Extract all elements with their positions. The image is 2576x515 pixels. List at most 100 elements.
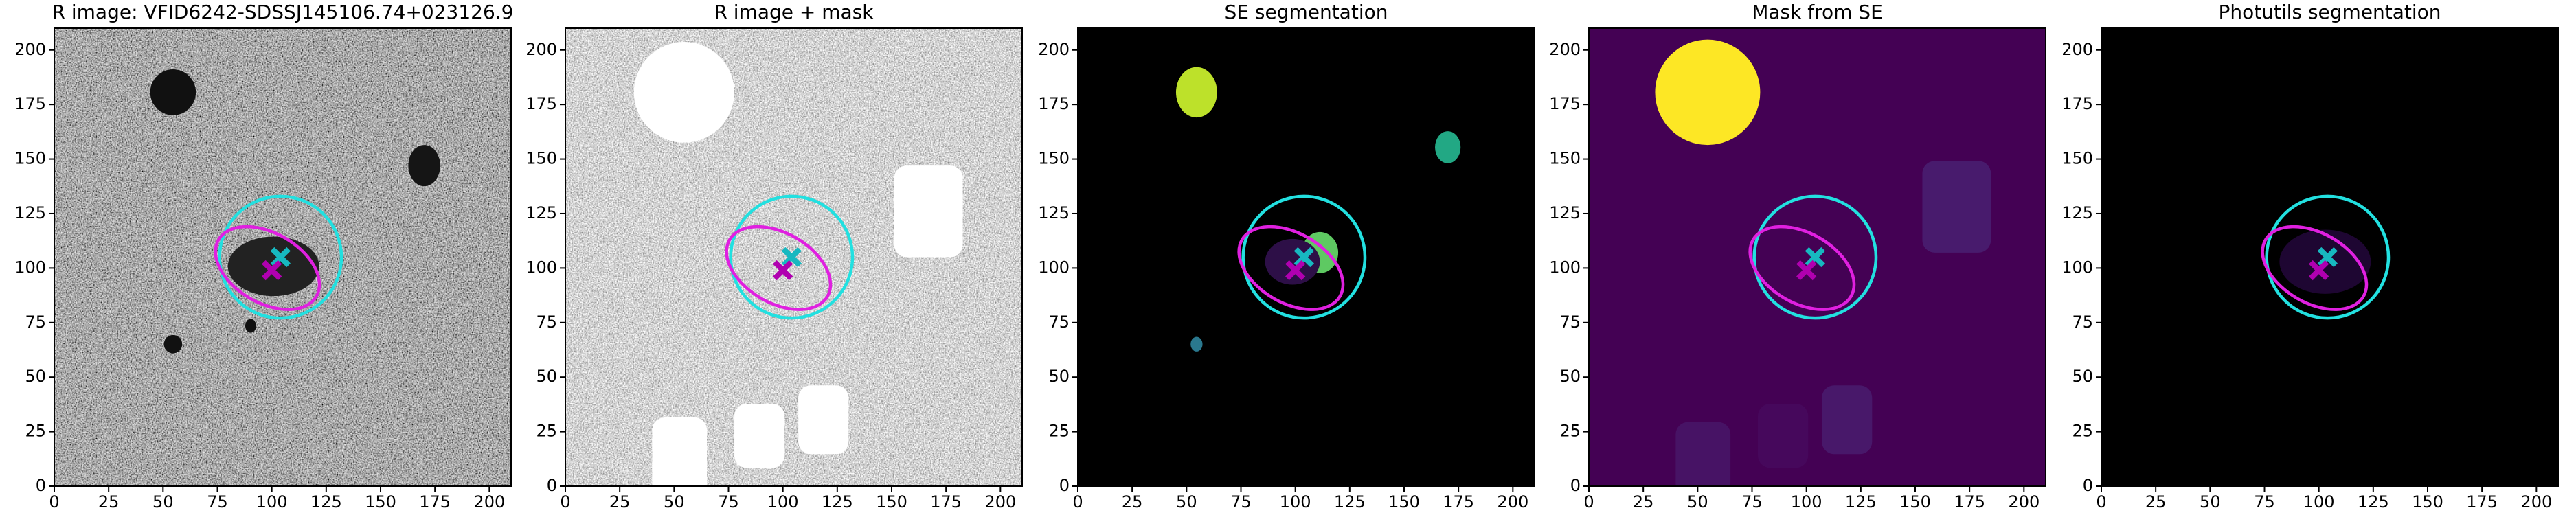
y-tick-label: 125	[1038, 203, 1070, 222]
source-blob	[150, 69, 196, 115]
image	[1078, 28, 1535, 486]
y-tick-label: 175	[14, 94, 46, 113]
x-tick-label: 0	[2096, 492, 2106, 512]
x-tick-label: 200	[2008, 492, 2040, 512]
y-tick-label: 150	[1038, 149, 1070, 168]
x-tick-label: 175	[1954, 492, 1985, 512]
mask-region	[1922, 161, 1991, 253]
y-tick-label: 175	[1549, 94, 1581, 113]
panel-title: SE segmentation	[1225, 1, 1388, 23]
panel: R image: VFID6242-SDSSJ145106.74+023126.…	[14, 1, 513, 512]
x-tick-label: 25	[1122, 492, 1143, 512]
x-tick-label: 75	[1230, 492, 1252, 512]
y-tick-label: 200	[1549, 40, 1581, 59]
y-tick-label: 25	[25, 422, 46, 441]
x-tick-label: 0	[1583, 492, 1594, 512]
mask-region	[1758, 403, 1809, 468]
x-tick-label: 200	[473, 492, 505, 512]
y-tick-label: 125	[14, 203, 46, 222]
center-marker	[2317, 247, 2338, 268]
y-tick-label: 150	[526, 149, 557, 168]
x-tick-label: 150	[876, 492, 907, 512]
x-tick-label: 100	[256, 492, 288, 512]
x-tick-label: 75	[1741, 492, 1763, 512]
mask-region	[734, 403, 785, 468]
x-tick-label: 200	[2520, 492, 2552, 512]
axes-frame	[2101, 27, 2559, 487]
mask-region	[894, 165, 963, 258]
aperture-circle	[729, 194, 855, 320]
aperture-circle	[1752, 194, 1878, 320]
x-tick-label: 100	[2303, 492, 2335, 512]
source-blob	[1190, 336, 1203, 352]
panel-title: Mask from SE	[1752, 1, 1883, 23]
panel: R image + mask 0 25 50 75 100 125 150 175 200 0 25 5…	[526, 1, 1023, 512]
x-tick-label: 175	[2466, 492, 2498, 512]
panel: Photutils segmentation 0 25 50 75 100 125 150 17…	[2061, 1, 2559, 512]
y-tick-label: 125	[1549, 203, 1581, 222]
x-tick-label: 100	[767, 492, 799, 512]
source-blob	[1655, 39, 1761, 146]
y-tick-label: 50	[1559, 367, 1581, 386]
y-tick-label: 0	[2083, 476, 2093, 495]
y-tick-label: 75	[2072, 312, 2093, 332]
source-blob	[1265, 238, 1320, 285]
source-blob	[408, 145, 440, 187]
fit-ellipse	[1237, 225, 1345, 311]
x-tick-label: 25	[1633, 492, 1654, 512]
y-tick-label: 200	[526, 40, 557, 59]
y-tick-label: 125	[526, 203, 557, 222]
y-tick-label: 50	[25, 367, 46, 386]
center-marker	[262, 260, 282, 281]
y-tick-label: 0	[1570, 476, 1581, 495]
source-blob	[1175, 67, 1217, 118]
x-tick-label: 25	[609, 492, 631, 512]
y-tick-label: 100	[14, 258, 46, 277]
y-tick-label: 75	[1559, 312, 1581, 332]
image	[565, 28, 1022, 486]
mask-region	[1822, 385, 1873, 455]
x-tick-label: 50	[1687, 492, 1708, 512]
aperture-circle	[2265, 194, 2391, 320]
y-tick-label: 100	[1549, 258, 1581, 277]
x-tick-label: 50	[664, 492, 685, 512]
axes-frame	[54, 27, 512, 487]
panel-title: R image: VFID6242-SDSSJ145106.74+023126.…	[52, 1, 514, 23]
aperture-circle	[1241, 194, 1367, 320]
axes-frame	[565, 27, 1023, 487]
y-tick-label: 150	[2061, 149, 2093, 168]
x-tick-label: 125	[822, 492, 853, 512]
x-tick-label: 150	[1388, 492, 1420, 512]
x-tick-label: 150	[1899, 492, 1931, 512]
x-tick-label: 125	[310, 492, 342, 512]
y-tick-label: 100	[2061, 258, 2093, 277]
x-tick-label: 50	[1176, 492, 1197, 512]
x-tick-label: 25	[2145, 492, 2167, 512]
y-tick-label: 150	[14, 149, 46, 168]
y-tick-label: 75	[1048, 312, 1070, 332]
x-tick-label: 50	[152, 492, 174, 512]
mask-region	[652, 417, 708, 486]
source-blob	[163, 334, 183, 354]
center-marker	[781, 247, 802, 268]
x-tick-label: 0	[1072, 492, 1083, 512]
mask-region	[798, 385, 849, 455]
x-tick-label: 75	[207, 492, 228, 512]
y-tick-label: 0	[547, 476, 557, 495]
x-tick-label: 0	[560, 492, 570, 512]
image	[2101, 28, 2558, 486]
panel-title: Photutils segmentation	[2218, 1, 2441, 23]
center-marker	[270, 247, 291, 268]
y-tick-label: 75	[25, 312, 46, 332]
y-tick-label: 50	[2072, 367, 2093, 386]
panel-title: R image + mask	[714, 1, 874, 23]
x-tick-label: 75	[2254, 492, 2275, 512]
source-blob	[633, 42, 735, 143]
axes-frame	[1077, 27, 1535, 487]
fit-ellipse	[214, 225, 321, 311]
source-blob	[1435, 131, 1461, 163]
x-tick-label: 25	[98, 492, 120, 512]
x-tick-label: 125	[2358, 492, 2389, 512]
panel: Mask from SE 0 25 50 75 100 125 150 175 200 0 25 50 7…	[1549, 1, 2046, 512]
